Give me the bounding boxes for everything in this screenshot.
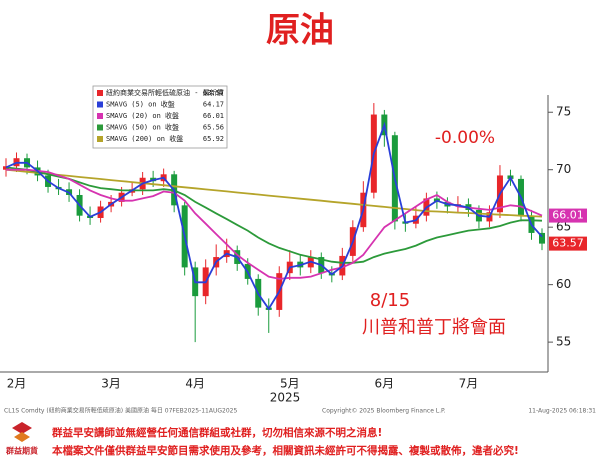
- y-tick-label: 55: [556, 335, 571, 349]
- legend-value: 63.57: [203, 89, 224, 97]
- ma-line: [5, 166, 543, 264]
- ma-line: [6, 168, 543, 280]
- x-tick-label: 3月: [101, 377, 121, 391]
- y-tick-label: 70: [556, 162, 571, 176]
- ma-line: [5, 168, 543, 218]
- logo-text: 群益期貨: [5, 446, 38, 456]
- x-tick-label: 6月: [375, 377, 395, 391]
- title: 原油: [266, 11, 334, 51]
- copyright: Copyright© 2025 Bloomberg Finance L.P.: [322, 408, 446, 415]
- x-tick-label: 5月: [280, 377, 300, 391]
- legend-value: 65.92: [203, 135, 224, 143]
- ma-line: [5, 121, 543, 311]
- legend-value: 64.17: [203, 101, 224, 109]
- legend-swatch: [97, 101, 103, 108]
- legend-label: SMAVG (20) on 收盤: [106, 111, 179, 120]
- legend-box: [92, 85, 228, 149]
- plot: 55 60 65 70 75 2月 3月 4月 5月 6月 7月 66.01 63.57: [0, 95, 587, 391]
- legend-label: SMAVG (5) on 收盤: [106, 100, 175, 109]
- legend-swatch: [97, 113, 103, 119]
- legend-value: 66.01: [203, 112, 224, 120]
- value-tag: [549, 208, 587, 223]
- value-tag: [549, 236, 587, 251]
- legend-swatch: [97, 136, 103, 142]
- candle-body: [539, 232, 545, 244]
- legend-label: SMAVG (50) on 收盤: [106, 123, 179, 132]
- disclaimer-line: 群益早安講師並無經營任何通信群組或社群，切勿相信來源不明之消息!: [52, 426, 382, 439]
- legend-value: 65.56: [203, 124, 224, 132]
- value-tag-label: 63.57: [552, 237, 584, 250]
- y-tick-label: 65: [556, 220, 571, 234]
- logo: 群益期貨: [5, 422, 38, 456]
- year-label: 2025: [270, 391, 301, 405]
- legend-label: 紐約商業交易所輕低硫原油 - 最新價: [106, 88, 224, 97]
- x-tick-label: 4月: [185, 377, 205, 391]
- x-tick-label: 2月: [7, 377, 27, 391]
- logo-icon: [12, 422, 32, 434]
- y-tick-label: 60: [556, 277, 571, 291]
- legend-swatch: [97, 90, 103, 96]
- legend-swatch: [97, 124, 103, 131]
- x-tick-label: 7月: [459, 377, 479, 391]
- timestamp: 11-Aug-2025 06:18:31: [528, 408, 596, 415]
- disclaimer-line: 本檔案文件僅供群益早安節目需求使用及參考，相關資訊未經許可不得揭露、複製或散佈，…: [52, 444, 519, 457]
- value-tag-label: 66.01: [552, 209, 584, 222]
- y-tick-label: 75: [556, 105, 571, 119]
- annotation: 8/15: [370, 290, 410, 311]
- logo-icon: [14, 432, 30, 442]
- legend-label: SMAVG (200) on 收盤: [106, 134, 183, 143]
- annotation: 川普和普丁將會面: [362, 317, 506, 338]
- annotation: -0.00%: [435, 128, 495, 148]
- source: CL1S Comdty (紐約商業交易所輕低硫原油) 美國原油 每日 07FEB…: [4, 407, 237, 415]
